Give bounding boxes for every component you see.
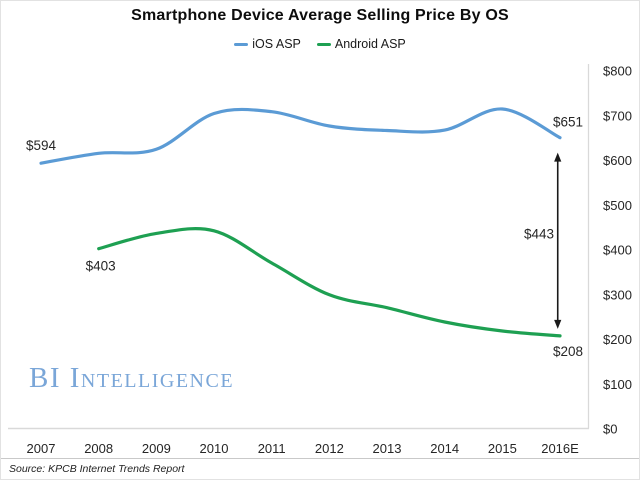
legend-item-ios: iOS ASP	[234, 37, 301, 51]
y-tick-label: $400	[603, 243, 632, 258]
x-tick-label: 2007	[27, 441, 56, 456]
y-tick-label: $500	[603, 198, 632, 213]
y-tick-label: $300	[603, 287, 632, 302]
legend: iOS ASP Android ASP	[1, 37, 639, 51]
axis-tick-labels: $800 $700 $600 $500 $400 $300 $200 $100 $0 2007 20…	[27, 64, 632, 457]
ios-legend-dash-icon	[234, 42, 249, 46]
y-tick-label: $700	[603, 108, 632, 123]
series-line-ios-asp	[39, 107, 562, 165]
line-chart: $800 $700 $600 $500 $400 $300 $200 $100 $0 2007 20…	[8, 64, 632, 457]
source-bar: Source: KPCB Internet Trends Report	[1, 458, 639, 479]
x-tick-label: 2015	[488, 441, 517, 456]
ios-start-data-label: $594	[26, 138, 57, 153]
y-tick-label: $100	[603, 377, 632, 392]
x-tick-label: 2013	[373, 441, 402, 456]
gap-arrow-down-head	[554, 319, 562, 329]
gap-arrow-up-head	[554, 152, 562, 162]
y-tick-label: $0	[603, 422, 617, 437]
x-tick-label: 2009	[142, 441, 171, 456]
android-start-data-label: $403	[86, 259, 116, 274]
x-tick-label: 2014	[430, 441, 459, 456]
chart-title: Smartphone Device Average Selling Price …	[131, 7, 509, 24]
x-tick-label: 2016E	[541, 441, 579, 456]
series-line-android-asp	[97, 227, 562, 338]
legend-label-android: Android ASP	[334, 37, 406, 51]
x-tick-label: 2010	[200, 441, 229, 456]
y-tick-label: $200	[603, 332, 632, 347]
android-legend-dash-icon	[316, 42, 331, 46]
x-tick-label: 2008	[84, 441, 113, 456]
legend-label-ios: iOS ASP	[252, 37, 301, 51]
data-annotations: $594 $403 $651 $208 $443	[26, 115, 583, 359]
ios-end-data-label: $651	[553, 115, 583, 130]
gap-data-label: $443	[524, 226, 554, 241]
watermark-bi-intelligence: BI Intelligence	[29, 362, 235, 394]
x-tick-label: 2012	[315, 441, 344, 456]
y-tick-label: $600	[603, 153, 632, 168]
android-end-data-label: $208	[553, 344, 583, 359]
source-text: Source: KPCB Internet Trends Report	[9, 463, 185, 475]
chart-series	[39, 107, 562, 338]
legend-item-android: Android ASP	[316, 37, 406, 51]
y-tick-label: $800	[603, 64, 632, 79]
x-tick-label: 2011	[258, 441, 286, 456]
